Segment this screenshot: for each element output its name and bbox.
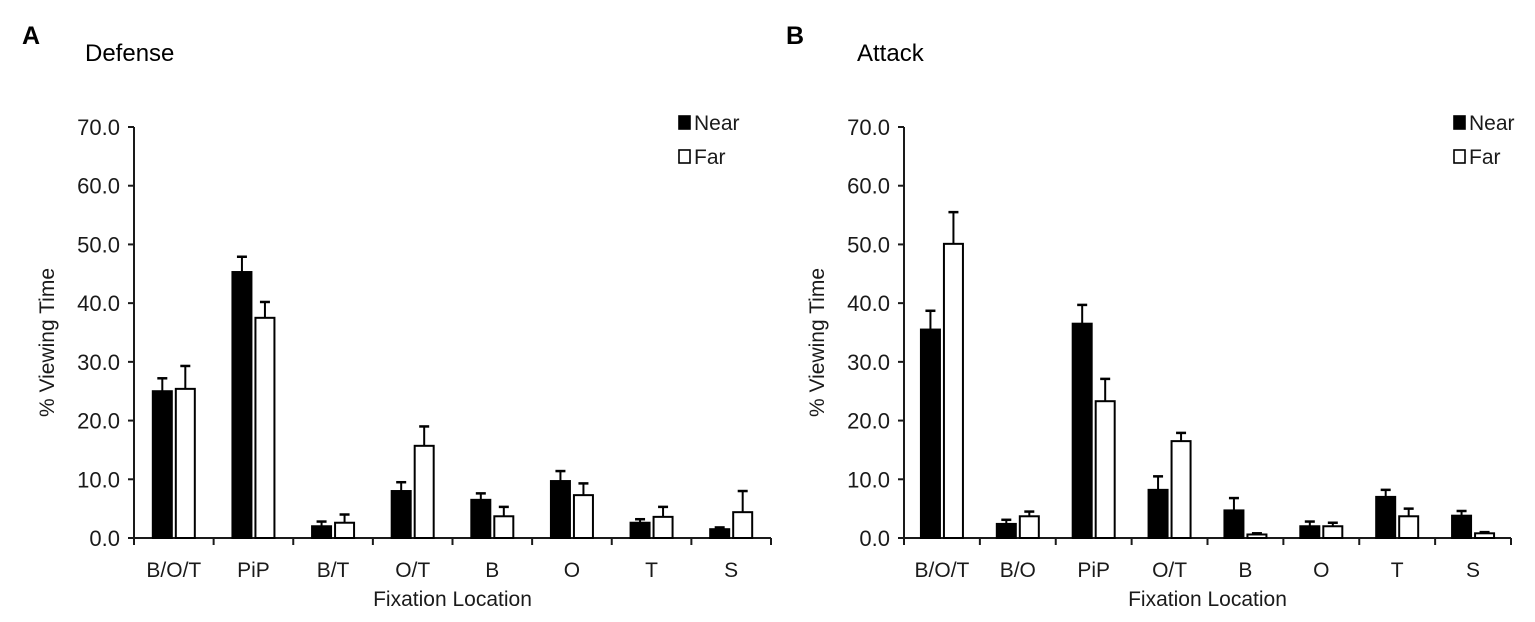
bar-far	[1094, 400, 1116, 539]
x-tick-label: O/T	[395, 559, 430, 582]
legend-label: Far	[694, 146, 726, 169]
y-tick-label: 10.0	[77, 467, 120, 492]
panel-letter: A	[22, 22, 41, 50]
panel-defense: A Defense 0.0 10.0 20.0 30.0 40.0 50.0 60.0 70.…	[22, 22, 772, 611]
bar-near	[231, 271, 253, 539]
bar-near	[919, 328, 941, 540]
x-tick-label: T	[1391, 559, 1404, 582]
y-tick-label: 30.0	[847, 350, 890, 375]
x-tick-label: O	[564, 559, 580, 582]
x-tick-label: T	[645, 559, 658, 582]
x-axis-label: Fixation Location	[373, 588, 532, 611]
x-tick-label: B	[1238, 559, 1252, 582]
bar-far	[1018, 515, 1040, 539]
y-tick-label: 50.0	[847, 232, 890, 257]
bar-far	[1170, 440, 1192, 539]
legend-swatch-near	[1453, 115, 1466, 130]
bar-far	[572, 494, 594, 540]
legend-swatch-near	[678, 115, 691, 130]
bar-near	[549, 480, 571, 540]
x-tick-label: B	[485, 559, 499, 582]
y-tick-label: 20.0	[77, 409, 120, 434]
y-tick-label: 40.0	[77, 291, 120, 316]
bar-far	[1398, 515, 1420, 539]
y-tick-label: 0.0	[859, 526, 890, 551]
legend-swatch-far	[678, 149, 691, 164]
bar-far	[174, 387, 196, 540]
legend-label: Far	[1469, 146, 1501, 169]
y-axis-label: % Viewing Time	[806, 268, 829, 417]
bar-chart-defense: 0.0 10.0 20.0 30.0 40.0 50.0 60.0 70.0 % Viewing…	[36, 112, 772, 611]
panel-letter: B	[786, 22, 805, 50]
x-axis-label: Fixation Location	[1128, 588, 1287, 611]
bar-far	[1474, 532, 1496, 539]
x-tick-label: B/O	[1000, 559, 1036, 582]
x-tick-label: O	[1313, 559, 1329, 582]
bar-near	[1147, 488, 1169, 539]
y-tick-label: 30.0	[77, 350, 120, 375]
x-tick-label: O/T	[1152, 559, 1187, 582]
bar-chart-attack: 0.0 10.0 20.0 30.0 40.0 50.0 60.0 70.0 % Viewing…	[806, 112, 1515, 611]
x-tick-label: B/O/T	[146, 559, 201, 582]
bar-near	[1451, 514, 1473, 540]
bar-far	[254, 316, 276, 540]
x-tick-label: PiP	[1077, 559, 1110, 582]
bar-near	[311, 525, 333, 539]
y-axis-label: % Viewing Time	[36, 268, 59, 417]
panel-title: Defense	[85, 40, 175, 67]
bar-near	[1299, 525, 1321, 539]
y-tick-label: 40.0	[847, 291, 890, 316]
panel-attack: B Attack 0.0 10.0 20.0 30.0 40.0 50.0 60.0 70.0…	[770, 0, 1535, 622]
x-tick-label: B/O/T	[915, 559, 970, 582]
y-tick-label: 0.0	[89, 526, 120, 551]
panel-title: Attack	[857, 40, 924, 67]
bar-near	[995, 522, 1017, 539]
y-tick-label: 20.0	[847, 409, 890, 434]
bar-far	[493, 515, 515, 539]
y-tick-label: 60.0	[77, 174, 120, 199]
bar-far	[334, 521, 356, 540]
bar-far	[1246, 533, 1268, 540]
bar-far	[732, 511, 754, 539]
legend-swatch-far	[1453, 149, 1466, 164]
y-tick-label: 10.0	[847, 467, 890, 492]
bar-far	[942, 242, 964, 539]
bar-near	[629, 521, 651, 540]
y-tick-label: 50.0	[77, 232, 120, 257]
bar-near	[1223, 509, 1245, 540]
bar-near	[151, 390, 173, 540]
y-tick-label: 70.0	[847, 115, 890, 140]
x-tick-label: S	[724, 559, 738, 582]
bar-near	[1071, 322, 1093, 540]
legend-label: Near	[694, 112, 740, 135]
bar-near	[390, 490, 412, 539]
x-tick-label: S	[1466, 559, 1480, 582]
y-tick-label: 70.0	[77, 115, 120, 140]
bar-near	[470, 498, 492, 540]
x-tick-label: B/T	[317, 559, 350, 582]
bar-far	[1322, 525, 1344, 539]
bar-far	[652, 515, 674, 539]
y-tick-label: 60.0	[847, 174, 890, 199]
x-tick-label: PiP	[237, 559, 270, 582]
legend-label: Near	[1469, 112, 1515, 135]
bar-far	[413, 444, 435, 539]
bar-near	[709, 528, 731, 540]
bar-near	[1375, 495, 1397, 539]
